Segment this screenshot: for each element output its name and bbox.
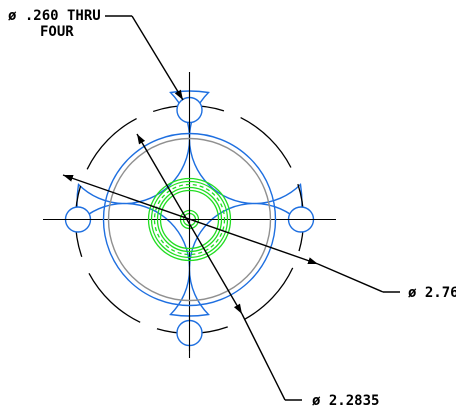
- hole-note-line1: ø .260 THRU: [8, 8, 101, 24]
- hole-note-line2: FOUR: [40, 24, 74, 40]
- pilot-diameter-label: ø 2.2835: [312, 393, 379, 409]
- hole-note-leader: [105, 15, 184, 101]
- bolt-circle-label: ø 2.76: [408, 285, 456, 301]
- bolt-circle-dimension: [62, 174, 400, 293]
- pilot-dimension: [136, 133, 302, 401]
